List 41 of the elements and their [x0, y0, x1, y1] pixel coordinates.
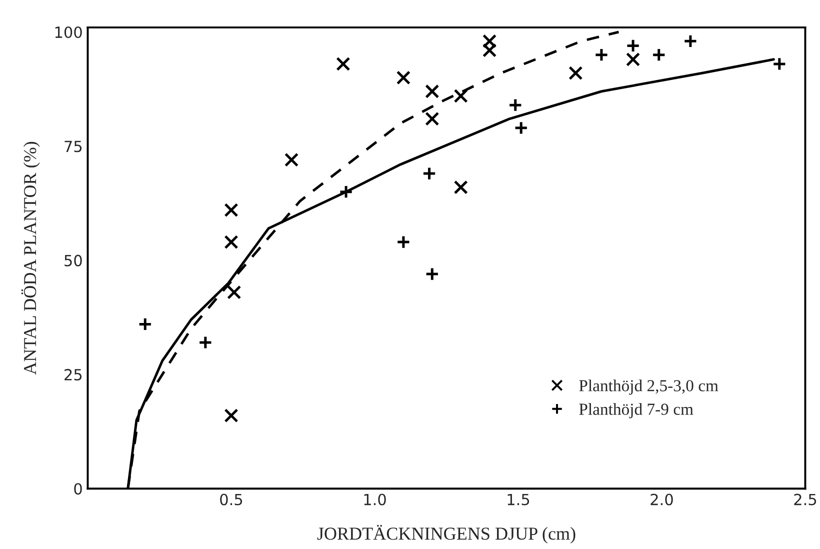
- point: [454, 88, 468, 103]
- point: [224, 408, 238, 423]
- point: [425, 266, 440, 282]
- point: [396, 234, 410, 250]
- point: [224, 203, 238, 218]
- x-tick-label: 2.5: [794, 494, 816, 506]
- point: [652, 48, 666, 62]
- point: [683, 34, 698, 48]
- y-tick-label: 0: [74, 483, 82, 495]
- point: [626, 38, 640, 53]
- x-tick-label: 0.5: [220, 494, 242, 506]
- point: [224, 234, 238, 250]
- point: [422, 166, 436, 181]
- y-tick-label: 75: [64, 140, 82, 152]
- x-axis-title: JORDTÄCKNINGENS DJUP (cm): [317, 524, 576, 544]
- legend-label: Planthöjd 2,5-3,0 cm: [579, 380, 718, 395]
- point: [454, 180, 468, 194]
- y-axis-title: ANTAL DÖDA PLANTOR (%): [21, 142, 40, 375]
- y-tick-label: 25: [64, 368, 82, 380]
- point: [425, 84, 440, 98]
- point: [514, 120, 528, 135]
- point: [594, 48, 609, 62]
- point: [284, 152, 299, 167]
- point: [508, 98, 522, 112]
- point: [138, 317, 152, 332]
- y-tick-label: 100: [55, 26, 82, 38]
- x-tick-label: 1.5: [508, 494, 530, 506]
- x-tick-label: 1.0: [364, 494, 386, 506]
- point: [336, 56, 350, 72]
- point: [626, 52, 640, 66]
- point: [482, 43, 497, 58]
- point: [425, 112, 440, 126]
- point: [227, 285, 242, 300]
- point: [198, 335, 212, 350]
- y-tick-label: 50: [64, 254, 82, 266]
- point: [772, 56, 786, 72]
- x-tick-label: 2.0: [650, 494, 673, 506]
- point: [482, 34, 497, 48]
- legend-label: Planthöjd 7-9 cm: [579, 403, 694, 418]
- point: [568, 66, 583, 80]
- point: [396, 70, 410, 85]
